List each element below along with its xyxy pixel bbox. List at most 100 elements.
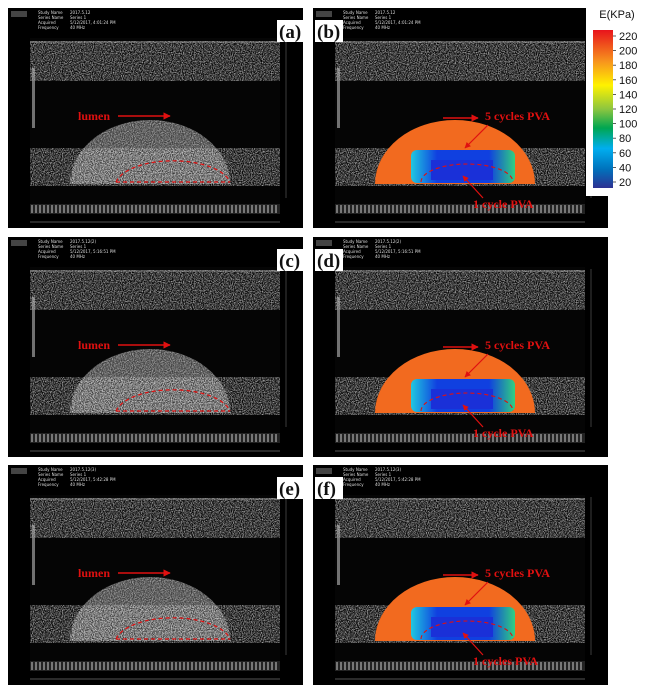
depth-gauge [32,297,35,357]
strip-tick [247,205,249,213]
strip-tick [39,434,41,442]
colorbar-tick-label: 160 [619,75,637,87]
strip-tick [195,434,197,442]
strip-tick [231,205,233,213]
colorbar-tick-label: 140 [619,89,637,101]
strip-tick [55,205,57,213]
strip-tick [552,434,554,442]
strip-tick [95,434,97,442]
colorbar-tick-label: 100 [619,119,637,131]
strip-tick [59,205,61,213]
strip-tick [420,434,422,442]
strip-tick [456,205,458,213]
strip-tick [275,205,277,213]
strip-tick [87,662,89,670]
strip-tick [412,205,414,213]
strip-tick [336,662,338,670]
strip-tick [392,434,394,442]
strip-tick [239,662,241,670]
strip-tick [400,434,402,442]
time-strip [30,433,280,443]
strip-tick [360,205,362,213]
strip-tick [163,662,165,670]
strip-tick [364,434,366,442]
strip-tick [91,434,93,442]
strip-tick [63,434,65,442]
strip-tick [568,434,570,442]
strip-tick [115,205,117,213]
strip-tick [340,662,342,670]
strip-tick [87,205,89,213]
strip-tick [436,662,438,670]
strip-tick [115,434,117,442]
strip-tick [143,205,145,213]
strip-tick [384,662,386,670]
strip-tick [580,662,582,670]
strip-tick [143,434,145,442]
strip-tick [416,434,418,442]
strip-tick [568,662,570,670]
strip-tick [388,205,390,213]
strip-tick [356,205,358,213]
strip-tick [223,662,225,670]
strip-tick [400,662,402,670]
strip-tick [215,205,217,213]
depth-gauge [337,297,340,357]
strip-tick [456,662,458,670]
time-strip [30,661,280,671]
strip-tick [31,662,33,670]
strip-tick [219,205,221,213]
strip-tick [243,662,245,670]
strip-tick [107,434,109,442]
strip-tick [424,205,426,213]
strip-tick [91,205,93,213]
annotation: 5 cycles PVA [485,338,550,352]
colorbar-tick-label: 200 [619,46,637,58]
panel: Study Name2017.5.12Series NameSeries 1Ac… [313,8,608,228]
strip-tick [428,434,430,442]
strip-tick [67,434,69,442]
strip-tick [344,662,346,670]
strip-tick [235,205,237,213]
strip-tick [31,205,33,213]
strip-tick [187,434,189,442]
strip-tick [564,205,566,213]
strip-tick [119,205,121,213]
strip-tick [111,205,113,213]
strip-tick [171,662,173,670]
strip-tick [440,205,442,213]
strip-tick [51,205,53,213]
strip-tick [564,434,566,442]
strip-tick [203,434,205,442]
strip-tick [35,205,37,213]
strip-tick [460,434,462,442]
strip-tick [348,434,350,442]
strip-tick [171,434,173,442]
strip-tick [119,434,121,442]
strip-tick [456,434,458,442]
strip-tick [432,662,434,670]
panel-label: (d) [317,251,340,272]
strip-tick [63,662,65,670]
strip-tick [179,205,181,213]
strip-tick [364,205,366,213]
colorbar-tick-label: 20 [619,177,631,189]
strip-tick [103,662,105,670]
strip-tick [83,662,85,670]
strip-tick [187,205,189,213]
strip-tick [111,662,113,670]
strip-tick [51,434,53,442]
strip-tick [179,662,181,670]
strip-tick [271,205,273,213]
strip-tick [384,434,386,442]
strip-tick [388,662,390,670]
strip-tick [155,434,157,442]
annotation: 5 cycles PVA [485,109,550,123]
strip-tick [199,662,201,670]
strip-tick [131,205,133,213]
strip-tick [215,434,217,442]
strip-tick [159,205,161,213]
panel-label: (a) [279,22,301,43]
strip-tick [372,662,374,670]
strip-tick [356,434,358,442]
